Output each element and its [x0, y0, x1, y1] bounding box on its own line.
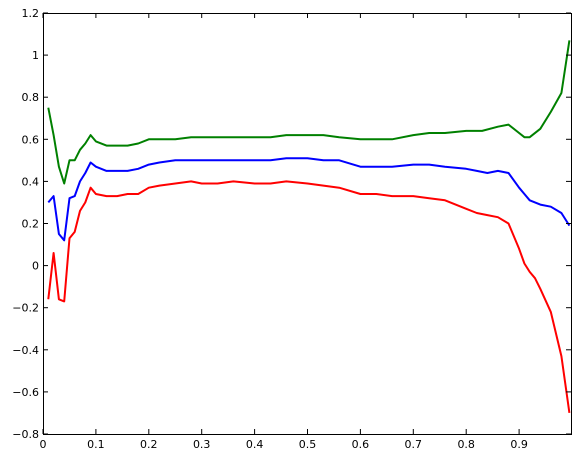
- x-tick-label: 0.2: [140, 438, 158, 451]
- x-tick-label: 0: [40, 438, 47, 451]
- y-tick-label: −0.4: [12, 344, 39, 357]
- y-tick-label: 0.8: [22, 91, 40, 104]
- y-tick-label: −0.2: [12, 302, 39, 315]
- x-tick-label: 0.9: [510, 438, 528, 451]
- x-tick-label: 0.5: [299, 438, 317, 451]
- x-tick-label: 0.7: [405, 438, 423, 451]
- x-tick-label: 0.8: [457, 438, 475, 451]
- x-axis: 0 0.1 0.2 0.3 0.4 0.5 0.6 0.7 0.8 0.9: [40, 13, 528, 451]
- series-line-3: [47, 180, 571, 414]
- y-tick-label: 0.4: [22, 175, 40, 188]
- y-tick-label: 0.6: [22, 133, 40, 146]
- y-axis: −0.8 −0.6 −0.4 −0.2 0 0.2 0.4 0.6 0.8 1 1.2: [12, 7, 571, 441]
- plot-area-frame: [43, 13, 572, 435]
- series-line-1: [47, 40, 571, 185]
- x-tick-label: 0.6: [352, 438, 370, 451]
- series-line-2: [47, 157, 571, 242]
- plot-series-group: [47, 40, 571, 414]
- y-tick-label: 1.2: [22, 7, 40, 20]
- y-tick-label: −0.8: [12, 428, 39, 441]
- y-tick-label: 0: [32, 260, 39, 273]
- x-tick-label: 0.3: [193, 438, 211, 451]
- y-tick-label: 0.2: [22, 218, 40, 231]
- x-tick-label: 0.4: [246, 438, 264, 451]
- y-tick-label: −0.6: [12, 386, 39, 399]
- x-tick-label: 0.1: [87, 438, 105, 451]
- y-tick-label: 1: [32, 49, 39, 62]
